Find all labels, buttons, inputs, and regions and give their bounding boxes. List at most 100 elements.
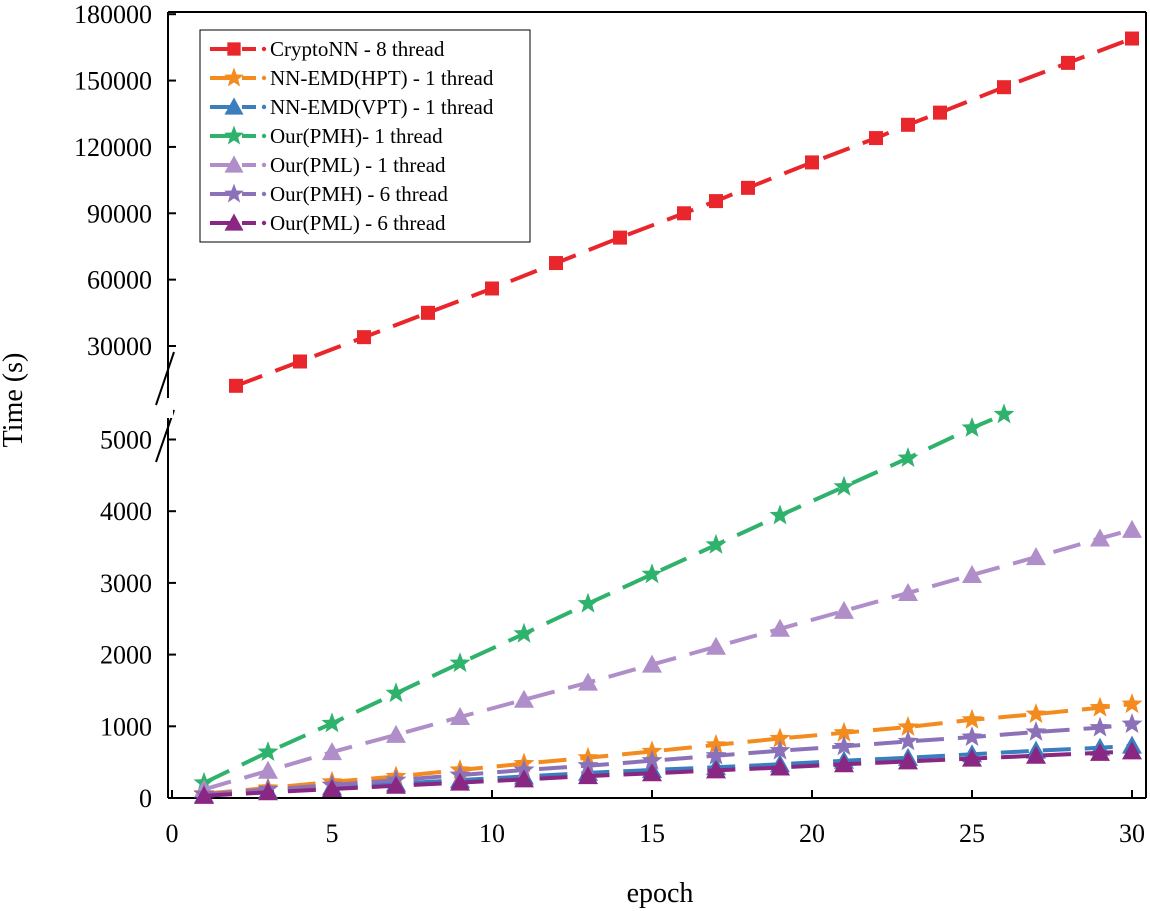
data-point [706,760,726,779]
data-point [769,727,791,748]
data-point [578,766,598,785]
data-point [322,742,342,761]
legend-dot [261,133,267,139]
series-line [203,702,1133,796]
y-tick-label: 180000 [74,0,152,29]
axis-break-marker [155,351,175,463]
tick-layer: 0 5 10 15 20 25 30 0 1000 2000 3000 4000 5000 30000 60… [74,0,1145,848]
y-tick-label: 150000 [74,67,152,96]
x-tick-label: 0 [166,819,179,848]
data-point [961,417,983,437]
legend-item: NN-EMD(VPT) - 1 thread [210,95,494,119]
y-tick-label: 3000 [100,569,152,598]
data-point [834,754,854,773]
legend-label: Our(PML) - 1 thread [270,153,446,177]
data-point [613,230,627,245]
data-point [962,565,982,584]
data-point [641,749,663,770]
x-tick-label: 5 [326,819,339,848]
legend-item: Our(PMH)- 1 thread [210,124,443,148]
data-point [1121,713,1143,733]
y-tick-label: 1000 [100,712,152,741]
data-point [833,735,855,756]
x-tick-label: 20 [799,819,825,848]
series-line [203,722,1133,797]
legend-label: Our(PMH) - 6 thread [270,182,448,206]
data-point [549,256,563,271]
legend-item: Our(PML) - 1 thread [210,153,446,177]
series-0 [229,31,1139,393]
data-point [1026,547,1046,566]
data-point [321,712,343,733]
y-tick-label: 2000 [100,641,152,670]
data-point [709,194,723,209]
series-line [203,743,1133,798]
data-point [258,782,278,801]
data-point [1026,745,1046,764]
data-point [513,622,535,643]
data-point [577,754,599,775]
y-tick-label: 5000 [100,426,152,455]
y-tick-label: 30000 [87,332,152,361]
data-point [834,600,854,619]
data-point [769,504,791,525]
data-point [898,751,918,770]
data-point [833,721,855,742]
legend-dot [261,46,267,52]
legend-item: CryptoNN - 8 thread [210,37,445,61]
data-point [641,563,663,584]
data-point [229,378,243,393]
data-point [1025,721,1047,741]
legend-marker [224,125,244,145]
data-point [577,592,599,613]
y-tick-label: 0 [139,784,152,813]
x-tick-label: 15 [639,819,665,848]
data-point [901,117,915,132]
data-point [1090,528,1110,547]
y-axis-label: Time (s) [0,353,29,448]
legend-item: NN-EMD(HPT) - 1 thread [210,66,494,90]
legend-dot [261,75,267,81]
data-point [705,533,727,554]
data-point [450,706,470,725]
data-point [257,741,279,761]
y-tick-label: 4000 [100,497,152,526]
data-point [293,354,307,369]
data-point [450,772,470,791]
y-tick-label: 90000 [87,199,152,228]
data-point [770,757,790,776]
legend-label: Our(PML) - 6 thread [270,211,446,235]
series-line [203,412,1005,785]
legend-marker [227,42,241,56]
data-point [485,281,499,296]
data-point [513,759,535,779]
y-tick-label: 120000 [74,133,152,162]
data-point [258,760,278,779]
data-point [322,779,342,798]
data-point [770,618,790,637]
legend: CryptoNN - 8 thread NN-EMD(HPT) - 1 threa… [199,29,531,243]
legend-label: CryptoNN - 8 thread [270,37,445,61]
data-point [1061,55,1075,70]
legend-label: NN-EMD(VPT) - 1 thread [270,95,494,119]
legend-label: NN-EMD(HPT) - 1 thread [270,66,494,90]
data-point [1121,693,1143,713]
data-point [677,206,691,221]
data-point [1025,703,1047,723]
x-tick-label: 10 [479,819,505,848]
data-point [993,403,1015,424]
data-point [706,636,726,655]
data-point [1122,741,1142,760]
data-point [897,447,919,467]
data-point [514,689,534,708]
data-point [961,726,983,746]
y-tick-label: 60000 [87,266,152,295]
series-6 [194,741,1142,804]
data-point [961,708,983,729]
data-point [897,716,919,736]
data-point [741,180,755,195]
data-point [642,763,662,782]
data-point [1122,519,1142,538]
data-point [869,131,883,146]
